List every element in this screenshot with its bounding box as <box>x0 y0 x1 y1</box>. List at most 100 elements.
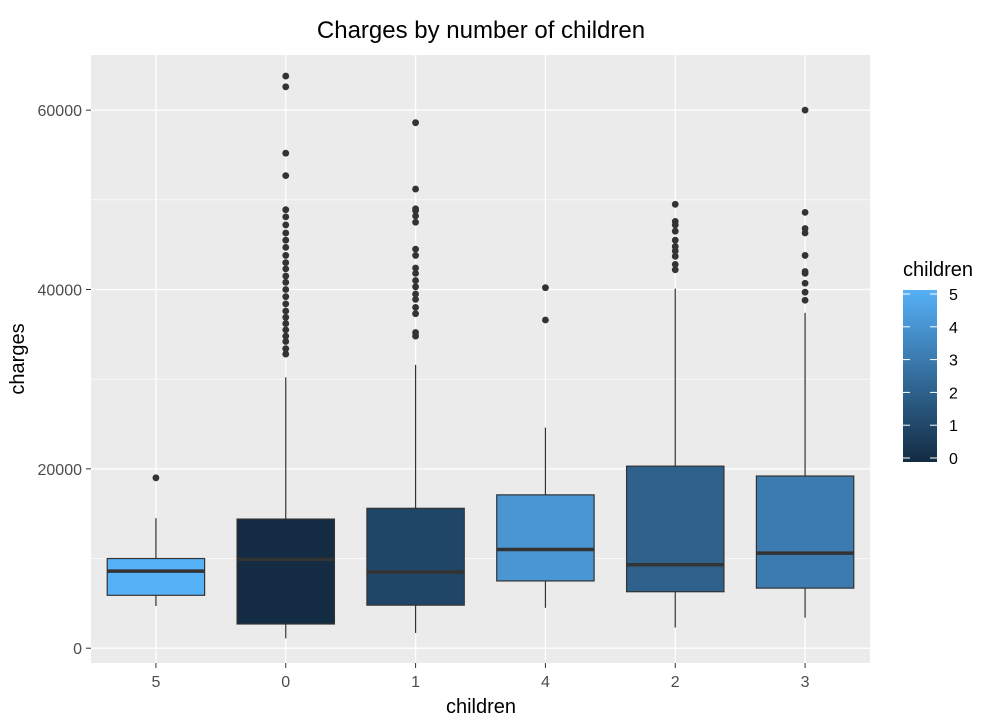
outlier-point <box>671 217 679 225</box>
outlier-point <box>671 227 679 235</box>
outlier-point <box>801 279 809 287</box>
outlier-point <box>282 345 290 353</box>
outlier-point <box>282 278 290 286</box>
box-group <box>625 200 725 628</box>
outlier-point <box>801 225 809 232</box>
outlier-point <box>282 307 290 315</box>
boxes <box>106 72 855 639</box>
outlier-point <box>801 106 809 114</box>
plot-panel <box>91 55 870 663</box>
outlier-point <box>282 243 290 251</box>
legend: children 0 1 2 3 4 5 <box>903 259 973 468</box>
outlier-point <box>282 236 290 244</box>
outlier-point <box>282 313 290 321</box>
outlier-point <box>152 474 160 482</box>
outlier-point <box>282 221 290 229</box>
box-group <box>366 119 465 633</box>
outlier-point <box>282 213 290 221</box>
outlier-point <box>671 236 679 244</box>
outlier-point <box>282 265 290 273</box>
outlier-point <box>282 149 290 157</box>
y-tick-label: 60000 <box>38 103 83 120</box>
outlier-point <box>282 293 290 301</box>
outlier-point <box>282 259 290 266</box>
outlier-point <box>282 338 290 345</box>
y-tick-label: 20000 <box>38 462 83 479</box>
box-iqr <box>366 507 465 606</box>
outlier-point <box>282 83 290 91</box>
outlier-point <box>801 208 809 216</box>
outlier-point <box>671 260 679 268</box>
outlier-point <box>671 252 679 260</box>
y-tick-label: 0 <box>73 641 82 658</box>
x-tick-label: 2 <box>671 674 680 691</box>
box-group <box>496 284 595 608</box>
x-tick-label: 5 <box>151 674 160 691</box>
outlier-point <box>282 300 290 308</box>
outlier-point <box>282 72 290 80</box>
outlier-point <box>412 304 419 311</box>
box-iqr <box>496 494 595 582</box>
outlier-point <box>801 268 809 275</box>
legend-title: children <box>903 259 973 281</box>
x-tick-label: 0 <box>281 674 290 691</box>
outlier-point <box>412 290 419 298</box>
x-tick-label: 4 <box>541 674 550 691</box>
outlier-point <box>282 332 290 340</box>
outlier-point <box>282 272 290 280</box>
outlier-point <box>412 205 419 213</box>
x-axis-title: children <box>446 696 516 718</box>
box-group <box>236 72 336 639</box>
box-group <box>106 474 206 607</box>
outlier-point <box>282 286 290 293</box>
outlier-point <box>412 252 419 259</box>
outlier-point <box>282 320 290 327</box>
x-axis: 5 0 1 4 2 3 <box>151 663 810 691</box>
outlier-point <box>412 295 419 303</box>
outlier-point <box>282 172 290 180</box>
legend-tick-label: 0 <box>949 451 958 468</box>
outlier-point <box>412 269 419 277</box>
outlier-point <box>412 264 419 272</box>
outlier-point <box>671 243 679 250</box>
box-group <box>755 106 855 618</box>
outlier-point <box>282 350 290 358</box>
box-iqr <box>625 465 725 593</box>
outlier-point <box>542 284 549 292</box>
legend-tick-label: 5 <box>949 287 958 304</box>
outlier-point <box>412 185 419 193</box>
box-iqr <box>755 475 855 589</box>
legend-tick-label: 3 <box>949 353 958 370</box>
legend-ticks: 0 1 2 3 4 5 <box>903 287 958 468</box>
outlier-point <box>412 277 419 284</box>
outlier-point <box>412 212 419 220</box>
outlier-point <box>282 326 290 334</box>
outlier-point <box>671 266 679 274</box>
outlier-point <box>801 296 809 304</box>
outlier-point <box>801 288 809 296</box>
outlier-point <box>801 252 809 259</box>
outlier-point <box>412 218 419 226</box>
legend-colorbar <box>903 290 937 462</box>
y-axis: 0 20000 40000 60000 <box>38 103 91 658</box>
outlier-point <box>671 200 679 208</box>
box-iqr <box>236 518 336 625</box>
outlier-point <box>412 310 419 318</box>
outlier-point <box>412 245 419 253</box>
x-tick-label: 3 <box>801 674 810 691</box>
x-tick-label: 1 <box>411 674 420 691</box>
y-tick-label: 40000 <box>38 283 83 300</box>
outlier-point <box>412 283 419 291</box>
legend-tick-label: 2 <box>949 385 958 402</box>
legend-tick-label: 4 <box>949 320 958 337</box>
chart-title: Charges by number of children <box>317 17 645 44</box>
legend-tick-label: 1 <box>949 418 958 435</box>
outlier-point <box>542 316 549 324</box>
outlier-point <box>412 329 419 336</box>
outlier-point <box>412 119 419 127</box>
y-axis-title: charges <box>7 323 29 394</box>
box-iqr <box>106 557 206 596</box>
outlier-point <box>282 252 290 259</box>
outlier-point <box>282 229 290 237</box>
